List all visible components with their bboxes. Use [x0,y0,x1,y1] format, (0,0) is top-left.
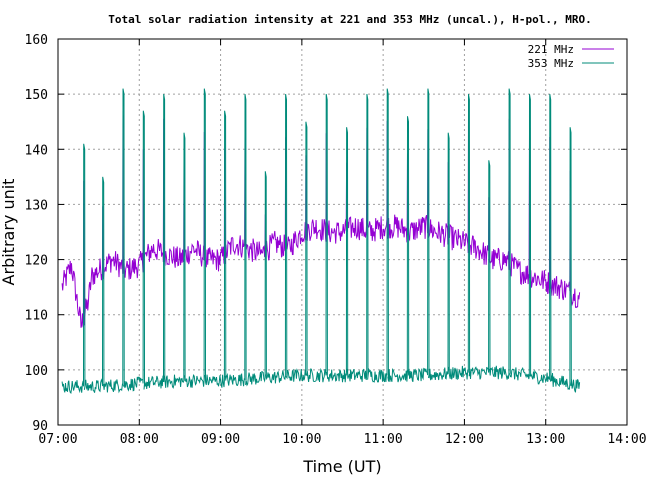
x-tick-label: 13:00 [526,432,565,447]
x-tick-label: 12:00 [445,432,484,447]
legend: 221 MHz 353 MHz [528,43,614,70]
chart-title: Total solar radiation intensity at 221 a… [108,13,591,26]
x-axis-label: Time (UT) [302,457,381,476]
y-tick-label: 150 [25,88,48,103]
y-axis-label: Arbitrary unit [0,179,18,286]
series-221-line [61,115,581,328]
tick-marks [57,38,628,426]
x-tick-label: 09:00 [201,432,240,447]
y-tick-label: 140 [25,143,48,158]
legend-label-221: 221 MHz [528,43,574,56]
y-tick-label: 130 [25,198,48,213]
x-tick-label: 08:00 [120,432,159,447]
y-tick-label: 110 [25,309,48,324]
tick-labels: 07:00 08:00 09:00 10:00 11:00 12:00 13:00 14:00… [25,33,647,447]
x-tick-label: 10:00 [282,432,321,447]
x-tick-label: 07:00 [38,432,77,447]
plot-frame [57,38,628,426]
grid-lines [58,39,627,425]
legend-label-353: 353 MHz [528,57,574,70]
series-353-line [61,88,581,395]
y-tick-label: 120 [25,254,48,269]
y-tick-label: 160 [25,33,48,48]
series-group [61,88,581,395]
y-tick-label: 100 [25,364,48,379]
y-tick-label: 90 [32,419,48,434]
x-tick-label: 11:00 [364,432,403,447]
x-tick-label: 14:00 [607,432,646,447]
